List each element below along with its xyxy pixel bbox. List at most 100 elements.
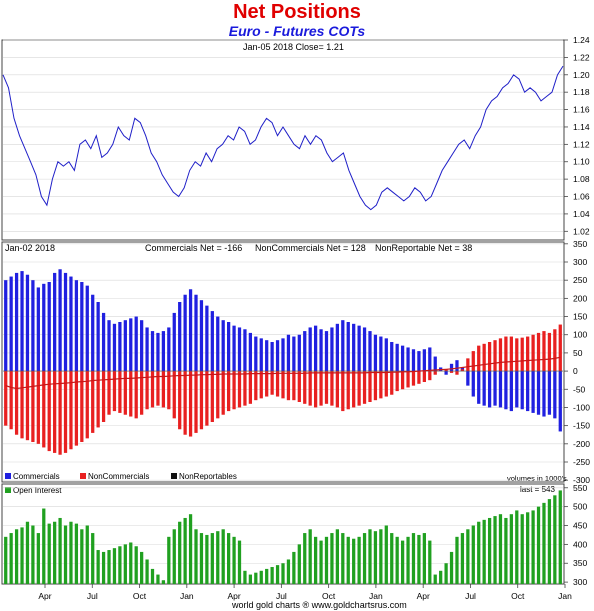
commercials-bar bbox=[140, 320, 144, 372]
nonreportable-net-stat: NonReportable Net = 38 bbox=[375, 243, 472, 253]
open-interest-bar bbox=[243, 570, 247, 584]
oi-y-axis: 300 350 400 450 500 550 bbox=[564, 483, 587, 587]
commercials-bar bbox=[417, 351, 421, 372]
noncommercials-bar bbox=[194, 371, 198, 433]
open-interest-bar bbox=[4, 536, 8, 584]
commercials-bar bbox=[428, 347, 432, 372]
noncommercials-bar bbox=[227, 371, 231, 412]
commercials-bar bbox=[9, 276, 13, 372]
net-y-tick-label: -250 bbox=[573, 457, 590, 467]
commercials-bar bbox=[319, 329, 323, 372]
commercials-bar bbox=[406, 347, 410, 372]
commercials-bar bbox=[281, 338, 285, 372]
commercials-bar bbox=[542, 371, 546, 417]
x-tick-label: Jan bbox=[180, 591, 194, 601]
commercials-bar bbox=[297, 334, 301, 372]
open-interest-bar bbox=[172, 529, 176, 584]
noncommercials-bar bbox=[275, 371, 280, 397]
x-axis: Apr Jul Oct Jan Apr Jul Oct Jan Apr Jul Oct Jan bbox=[38, 584, 572, 601]
open-interest-bar bbox=[248, 574, 253, 584]
open-interest-bar bbox=[20, 527, 24, 584]
open-interest-bar bbox=[553, 495, 557, 584]
commercials-bar bbox=[101, 312, 106, 372]
commercials-bar bbox=[63, 272, 68, 372]
open-interest-bar bbox=[254, 572, 258, 584]
open-interest-bar bbox=[460, 533, 465, 584]
noncommercials-bar bbox=[498, 338, 503, 372]
commercials-bar bbox=[85, 285, 89, 372]
price-line bbox=[2, 65, 564, 211]
chart-title: Net Positions bbox=[233, 1, 361, 23]
noncommercials-bar bbox=[330, 371, 334, 406]
noncommercials-bar bbox=[74, 371, 79, 446]
commercials-bar bbox=[254, 336, 258, 372]
noncommercials-bar bbox=[335, 371, 339, 408]
noncommercials-bar bbox=[161, 371, 166, 408]
commercials-bar bbox=[4, 280, 8, 372]
noncommercials-bar bbox=[373, 371, 378, 401]
commercials-bar bbox=[379, 336, 383, 372]
open-interest-bar bbox=[558, 490, 562, 584]
noncommercials-bar bbox=[259, 371, 263, 399]
commercials-bar bbox=[292, 336, 296, 372]
open-interest-bar bbox=[362, 533, 367, 584]
noncommercials-bar bbox=[210, 371, 214, 422]
price-y-tick-label: 1.10 bbox=[573, 157, 590, 167]
noncommercials-bar bbox=[69, 371, 73, 450]
noncommercials-bar bbox=[150, 371, 155, 408]
open-interest-bar bbox=[145, 559, 149, 584]
open-interest-bar bbox=[346, 536, 350, 584]
open-interest-bar bbox=[129, 542, 133, 584]
net-y-tick-label: 150 bbox=[573, 312, 587, 322]
commercials-bar bbox=[433, 356, 437, 372]
open-interest-bar bbox=[395, 536, 399, 584]
noncommercials-bar bbox=[145, 371, 149, 410]
noncommercials-bar bbox=[188, 371, 193, 437]
open-interest-bar bbox=[487, 517, 492, 584]
open-interest-bar bbox=[542, 502, 546, 584]
noncommercials-bar bbox=[368, 371, 372, 402]
open-interest-bar bbox=[400, 540, 405, 584]
open-interest-bar bbox=[466, 529, 470, 584]
commercials-bar bbox=[422, 349, 426, 372]
open-interest-bar bbox=[150, 568, 155, 584]
open-interest-bar bbox=[123, 544, 127, 584]
open-interest-bar bbox=[531, 510, 535, 584]
noncommercials-bar bbox=[112, 371, 117, 412]
commercials-bar bbox=[183, 294, 187, 372]
open-interest-last: last = 543 bbox=[520, 485, 555, 494]
open-interest-bar bbox=[194, 529, 198, 584]
oi-y-tick-label: 350 bbox=[573, 558, 587, 568]
commercials-bar bbox=[455, 360, 459, 372]
open-interest-bar bbox=[303, 533, 307, 584]
noncommercials-bar bbox=[248, 371, 253, 404]
legend-label-nonreportables: NonReportables bbox=[179, 472, 237, 481]
x-tick-label: Apr bbox=[227, 591, 240, 601]
noncommercials-bar bbox=[205, 371, 209, 426]
noncommercials-bar bbox=[460, 369, 465, 372]
net-y-tick-label: 100 bbox=[573, 330, 587, 340]
commercials-bar bbox=[384, 338, 388, 372]
commercials-bar bbox=[199, 300, 204, 372]
net-y-tick-label: 0 bbox=[573, 366, 578, 376]
noncommercials-bar bbox=[232, 371, 236, 410]
noncommercials-bar bbox=[183, 371, 187, 435]
commercials-bar bbox=[330, 327, 334, 372]
legend-label-commercials: Commercials bbox=[13, 472, 60, 481]
noncommercials-bar bbox=[526, 336, 530, 372]
open-interest-bar bbox=[292, 551, 296, 584]
commercials-bar bbox=[313, 325, 318, 372]
open-interest-bar bbox=[439, 570, 443, 584]
commercials-bar bbox=[112, 323, 117, 372]
open-interest-bar bbox=[504, 517, 508, 584]
open-interest-bar bbox=[471, 525, 475, 584]
open-interest-bar bbox=[433, 574, 437, 584]
commercials-bar bbox=[265, 340, 269, 372]
open-interest-bar bbox=[74, 523, 79, 584]
x-tick-label: Oct bbox=[511, 591, 525, 601]
noncommercials-bar bbox=[308, 371, 312, 406]
net-bars-layer bbox=[3, 269, 563, 455]
open-interest-bar bbox=[167, 536, 171, 584]
noncommercials-bar bbox=[85, 371, 89, 439]
open-interest-bar bbox=[319, 540, 323, 584]
